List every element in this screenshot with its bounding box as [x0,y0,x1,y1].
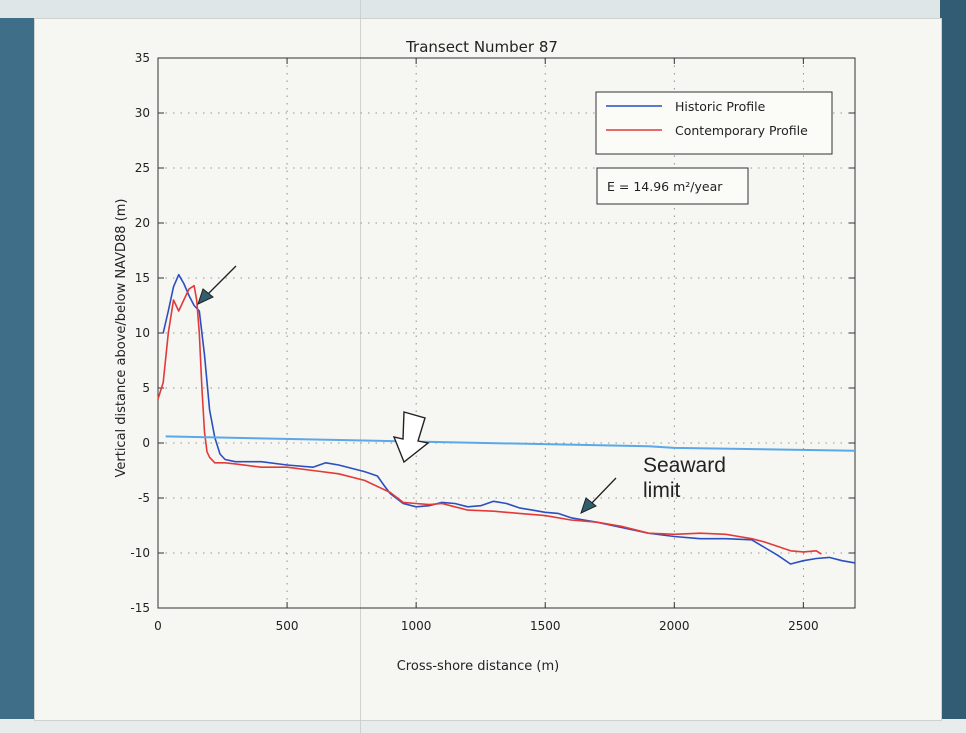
axis-ticks: 0 500 1000 1500 2000 2500 -15 -10 -5 0 5 10 15 20 25 30… [130,51,855,633]
series-lines [157,273,856,565]
dune-crest-arrow [197,265,237,305]
erosion-rate-box [596,167,749,205]
screen-bezel-bottom [0,719,966,733]
y-tick-label: 5 [142,381,150,395]
seaward-limit-arrow [580,477,617,514]
x-tick-label: 500 [276,619,299,633]
x-tick-label: 1500 [530,619,561,633]
screen-bezel-top [0,0,966,18]
erosion-rate-annotation: E = 14.96 m²/year [596,167,749,205]
legend: Historic Profile Contemporary Profile [595,91,833,155]
y-tick-label: 10 [135,326,150,340]
legend-box [595,91,833,155]
y-tick-label: -5 [138,491,150,505]
y-tick-label: -10 [130,546,150,560]
y-tick-label: 25 [135,161,150,175]
y-tick-label: 15 [135,271,150,285]
x-tick-label: 2000 [659,619,690,633]
x-tick-label: 1000 [401,619,432,633]
screen-bezel-right [940,0,966,733]
hollow-down-arrow [392,411,430,464]
seaward-limit-label-line1: Seaward [643,454,726,477]
legend-label-contemporary: Contemporary Profile [675,123,808,138]
y-axis-label: Vertical distance above/below NAVD88 (m) [114,198,129,477]
y-tick-label: 30 [135,106,150,120]
x-tick-label: 2500 [788,619,819,633]
chart-title: Transect Number 87 [405,38,558,56]
y-tick-label: 20 [135,216,150,230]
seaward-limit-label-line2: limit [643,479,680,502]
erosion-rate-text: E = 14.96 m²/year [607,179,723,194]
x-tick-label: 0 [154,619,162,633]
series-water-level-line [165,435,856,452]
legend-label-historic: Historic Profile [675,99,766,114]
y-tick-label: 35 [135,51,150,65]
paper-fold-line [360,0,361,733]
y-tick-label: 0 [142,436,150,450]
series-historic-profile [162,273,856,565]
y-tick-label: -15 [130,601,150,615]
x-axis-label: Cross-shore distance (m) [397,659,560,674]
series-contemporary-profile [157,284,822,555]
